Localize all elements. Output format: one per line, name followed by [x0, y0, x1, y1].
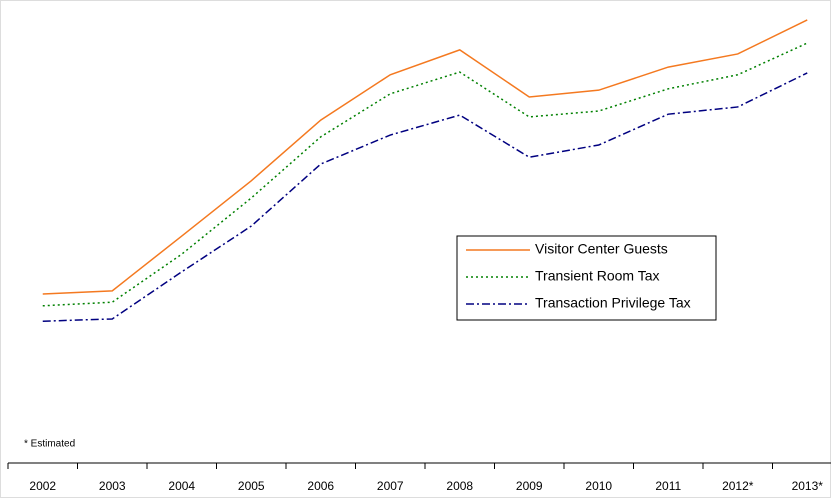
x-tick-label: 2013*: [792, 479, 824, 493]
annotation: * Estimated: [24, 439, 75, 450]
x-tick-label: 2010: [585, 479, 612, 493]
series-line: [42, 72, 808, 322]
legend-label: Visitor Center Guests: [535, 241, 668, 257]
x-tick-label: 2006: [307, 479, 334, 493]
x-tick-label: 2002: [29, 479, 56, 493]
x-tick-label: 2003: [99, 479, 126, 493]
legend-label: Transaction Privilege Tax: [535, 295, 691, 311]
x-tick-label: 2009: [516, 479, 543, 493]
x-tick-label: 2011: [655, 479, 681, 493]
series-line: [42, 19, 808, 295]
x-tick-label: 2008: [446, 479, 473, 493]
legend-label: Transient Room Tax: [535, 268, 660, 284]
x-tick-label: 2005: [238, 479, 265, 493]
x-tick-label: 2004: [168, 479, 195, 493]
x-tick-label: 2007: [377, 479, 404, 493]
x-tick-label: 2012*: [722, 479, 754, 493]
